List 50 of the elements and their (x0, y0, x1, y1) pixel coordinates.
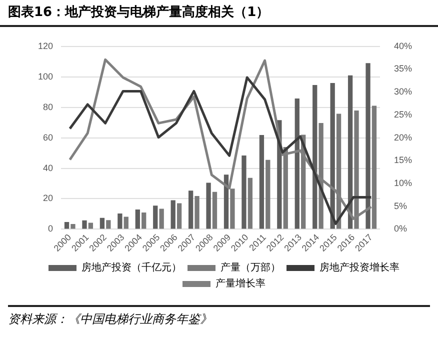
y-tick-label: 100 (38, 71, 54, 82)
y2-tick-label: 10% (394, 178, 412, 188)
y2-tick-label: 30% (394, 86, 412, 97)
bar (70, 224, 76, 229)
y2-tick-label: 40% (394, 40, 412, 51)
y2-tick-label: 20% (394, 132, 412, 142)
bar (176, 203, 182, 229)
bar (212, 192, 218, 229)
bar (135, 210, 140, 229)
y2-tick-label: 25% (394, 109, 412, 120)
y-tick-label: 40 (43, 162, 54, 173)
bar (330, 82, 335, 229)
bar (266, 160, 270, 229)
y-tick-label: 60 (43, 132, 54, 142)
legend-label: 房地产投资（千亿元） (82, 262, 182, 274)
y2-tick-label: 15% (394, 155, 412, 166)
y-tick-label: 0 (48, 224, 54, 234)
bar (248, 178, 253, 229)
legend-label: 房地产投资增长率 (320, 262, 400, 274)
bar (194, 196, 200, 229)
y2-tick-label: 5% (394, 200, 407, 211)
y-tick-label: 80 (43, 102, 54, 112)
y2-tick-label: 0% (394, 224, 407, 234)
legend-label: 产量增长率 (216, 278, 266, 290)
y2-tick-label: 35% (394, 64, 412, 74)
bar (118, 214, 122, 229)
bar (188, 190, 194, 229)
bar (170, 200, 176, 229)
bar (64, 222, 70, 229)
bar (100, 218, 105, 229)
y-tick-label: 120 (38, 40, 54, 51)
y-tick-label: 20 (43, 193, 54, 204)
bar (106, 220, 111, 229)
bar (124, 216, 128, 229)
bar (348, 75, 353, 229)
bar (88, 222, 94, 229)
bar (294, 98, 300, 229)
bar (224, 174, 229, 229)
legend-label: 产量（万部） (220, 262, 280, 274)
bar (242, 155, 246, 229)
bar (159, 208, 164, 229)
bar (153, 206, 158, 229)
bar (142, 212, 146, 229)
bar (206, 182, 211, 229)
text: 资料来源：《中国电梯行业商务年鉴》 (8, 305, 430, 328)
bar (259, 135, 264, 229)
bar (312, 84, 318, 229)
bar (366, 63, 370, 229)
chart-title: 图表16：地产投资与电梯产量高度相关（1） (0, 0, 438, 27)
bar (82, 220, 87, 229)
